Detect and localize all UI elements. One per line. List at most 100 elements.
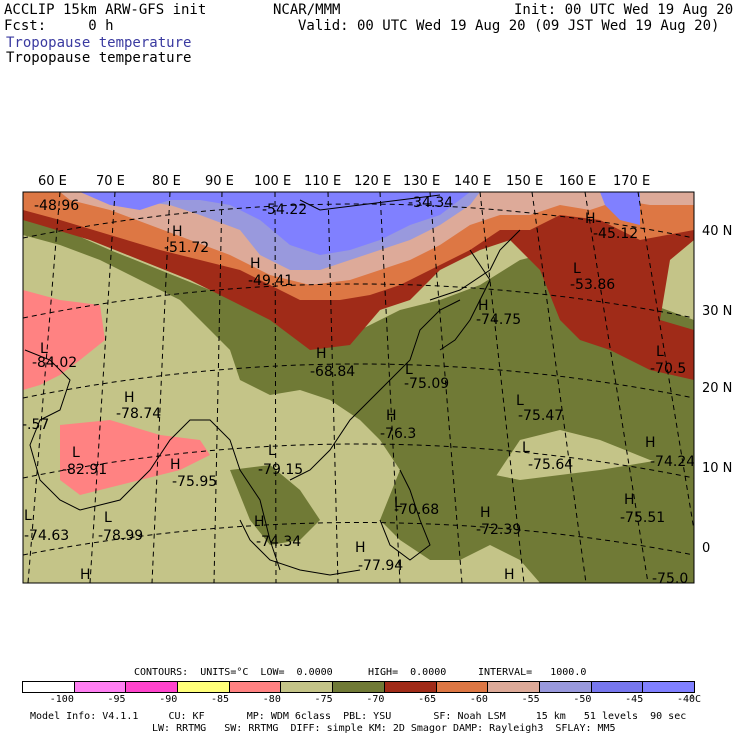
valid-time: Valid: 00 UTC Wed 19 Aug 20 (09 JST Wed … [298, 18, 720, 34]
marker-value: -77.94 [358, 558, 403, 574]
marker-letter: L [40, 341, 48, 357]
marker-value: -78.99 [98, 528, 143, 544]
lon-label: 70 E [96, 174, 125, 189]
marker-letter: H [478, 298, 489, 314]
colorbar-swatch [23, 682, 74, 692]
field-minus80-india [60, 420, 210, 495]
marker-value: -75.95 [172, 474, 217, 490]
field-subtitle: Tropopause temperature [6, 50, 192, 66]
contour-interval: INTERVAL= 1000.0 [478, 667, 587, 678]
colorbar-tick-label: -90 [159, 694, 178, 705]
colorbar-labels: -100 -95 -90 -85 -80 -75 -70 -65 -60 -55 -50 -45 -40… [0, 694, 740, 706]
marker-letter: H [254, 514, 265, 530]
colorbar-tick-label: -75 [314, 694, 333, 705]
colorbar-swatch [177, 682, 229, 692]
lon-label: 90 E [205, 174, 234, 189]
marker-value: -82.91 [62, 462, 107, 478]
marker-letter: H [585, 211, 596, 227]
marker-value: -70.5 [650, 361, 686, 377]
field-title: Tropopause temperature [6, 35, 192, 51]
marker-letter: H [504, 567, 515, 583]
colorbar-tick-label: -95 [107, 694, 126, 705]
colorbar-tick-label: -50 [573, 694, 592, 705]
colorbar-swatch [487, 682, 539, 692]
marker-letter: H [170, 457, 181, 473]
colorbar-tick-label: -65 [418, 694, 437, 705]
colorbar-swatch [642, 682, 694, 692]
marker-value: -70.68 [394, 502, 439, 518]
marker-value: -74.75 [476, 312, 521, 328]
marker-value: -76.3 [380, 426, 416, 442]
init-time: Init: 00 UTC Wed 19 Aug 20 [514, 2, 734, 18]
marker-letter: L [72, 445, 80, 461]
latitude-labels: 40 N 30 N 20 N 10 N 0 [702, 224, 732, 556]
marker-value: -75.51 [620, 510, 665, 526]
marker-letter: H [124, 390, 135, 406]
marker-value: -.57 [22, 417, 49, 433]
marker-value: -84.02 [32, 355, 77, 371]
marker-value: -68.84 [310, 364, 355, 380]
model-physics: LW: RRTMG SW: RRTMG DIFF: simple KM: 2D … [152, 723, 616, 734]
marker-letter: H [316, 346, 327, 362]
map-frame [22, 191, 695, 584]
field-minus80-west [23, 290, 105, 390]
colorbar-swatch [383, 682, 436, 692]
lat-label: 30 N [702, 304, 732, 319]
colorbar-swatch [73, 682, 126, 692]
contour-info: CONTOURS: UNITS=°C LOW= 0.0000 [134, 667, 333, 678]
colorbar-tick-label: -40 [676, 694, 695, 705]
marker-value: -74.63 [24, 528, 69, 544]
marker-value: -75.09 [404, 376, 449, 392]
marker-value: -72.39 [476, 522, 521, 538]
marker-letter: H [645, 435, 656, 451]
marker-letter: H [386, 408, 397, 424]
lon-label: 100 E [254, 174, 291, 189]
marker-value: -45.12 [593, 226, 638, 242]
marker-value: -78.74 [116, 406, 161, 422]
marker-letter: L [516, 393, 524, 409]
lat-lon-grid [23, 192, 694, 583]
marker-value: -79.15 [258, 462, 303, 478]
lon-label: 130 E [403, 174, 440, 189]
marker-value: -51.72 [164, 240, 209, 256]
colorbar-swatch [538, 682, 591, 692]
marker-value: -75.0 [652, 571, 688, 587]
lon-label: 170 E [613, 174, 650, 189]
lat-label: 0 [702, 541, 710, 556]
colorbar-unit: °C [689, 694, 702, 705]
marker-value: -34.34 [408, 195, 453, 211]
field-minus70-south [380, 455, 694, 583]
field-minus70-indochina [230, 465, 320, 545]
marker-letter: H [250, 256, 261, 272]
forecast-hour: Fcst: 0 h [4, 18, 114, 34]
colorbar-swatch [435, 682, 488, 692]
model-info: Model Info: V4.1.1 CU: KF MP: WDM 6class… [30, 711, 687, 722]
field-minus70 [23, 215, 694, 520]
marker-value: -53.86 [570, 277, 615, 293]
colorbar-swatch [332, 682, 384, 692]
colorbar-tick-label: -60 [469, 694, 488, 705]
colorbar-tick-label: -80 [262, 694, 281, 705]
lon-label: 160 E [559, 174, 596, 189]
lat-label: 40 N [702, 224, 732, 239]
colorbar-tick-label: -85 [211, 694, 230, 705]
lon-label: 80 E [152, 174, 181, 189]
lat-label: 20 N [702, 381, 732, 396]
marker-value: -75.47 [518, 408, 563, 424]
marker-value: -54.22 [262, 202, 307, 218]
marker-letter: L [573, 261, 581, 277]
extrema-markers: -48.96 -54.22 -34.34 H -45.12 H -51.72 H… [22, 195, 695, 587]
contour-high: HIGH= 0.0000 [368, 667, 447, 678]
colorbar-tick-label: -100 [49, 694, 74, 705]
marker-letter: H [355, 540, 366, 556]
lon-label: 150 E [506, 174, 543, 189]
marker-value: -74.24 [650, 454, 695, 470]
lon-label: 110 E [304, 174, 341, 189]
marker-letter: H [480, 505, 491, 521]
lon-label: 140 E [454, 174, 491, 189]
marker-value: -48.96 [34, 198, 79, 214]
field-minus45-east [600, 192, 640, 225]
colorbar-tick-label: -70 [366, 694, 385, 705]
colorbar-swatch [280, 682, 333, 692]
